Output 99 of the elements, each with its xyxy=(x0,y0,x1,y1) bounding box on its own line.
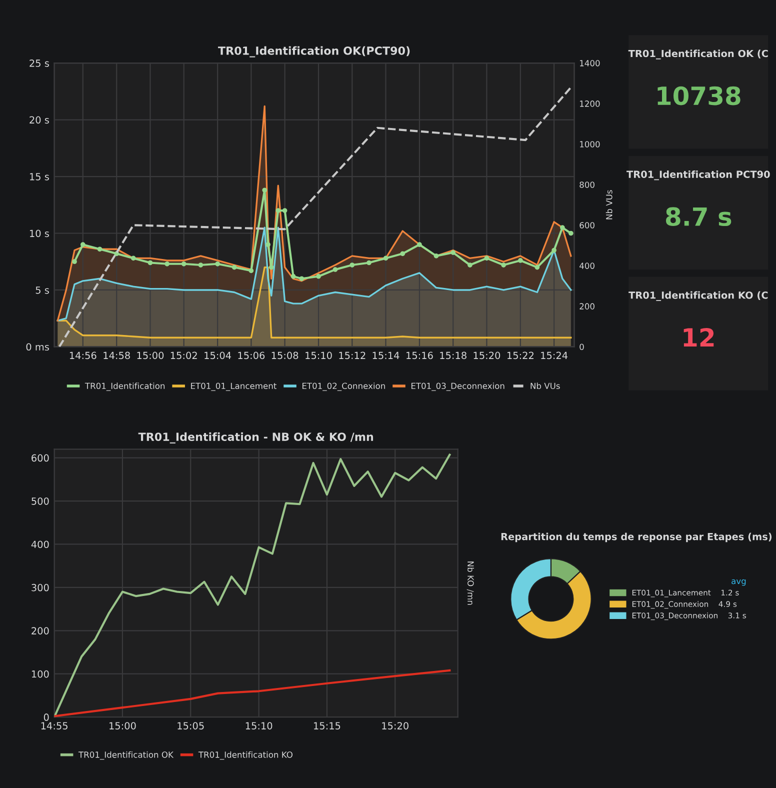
x-tick-label: 15:08 xyxy=(272,352,298,360)
point xyxy=(534,264,540,270)
y-tick-label: 10 s xyxy=(30,230,49,238)
point xyxy=(130,256,136,261)
x-tick-label: 14:58 xyxy=(104,352,130,360)
point xyxy=(501,262,506,268)
y-tick-label: 25 s xyxy=(30,60,49,67)
point xyxy=(568,230,574,236)
x-tick-label: 15:05 xyxy=(178,722,204,730)
x-tick-label: 15:10 xyxy=(246,722,272,730)
legend-label: ET01_03_Deconnexion xyxy=(411,382,504,391)
point xyxy=(560,225,565,230)
y-tick-label: 400 xyxy=(31,540,49,548)
text: TR01_Identification PCT90 xyxy=(626,170,770,180)
point xyxy=(266,242,270,248)
x-tick-label: 15:12 xyxy=(339,352,366,360)
point xyxy=(552,248,556,253)
legend-label: ET01_01_Lancement xyxy=(191,382,276,391)
y2-tick-label: 600 xyxy=(580,222,594,228)
y2-tick-label: 400 xyxy=(580,262,594,269)
x-tick-label: 15:00 xyxy=(110,722,136,730)
x-tick-label: 15:00 xyxy=(137,352,164,360)
y-tick-label: 100 xyxy=(32,670,49,678)
point xyxy=(332,267,338,272)
point xyxy=(148,260,153,266)
x-tick-label: 15:14 xyxy=(372,352,400,360)
legend-label: Nb VUs xyxy=(530,382,560,390)
point xyxy=(468,262,472,268)
legend-label: TR01_Identification xyxy=(84,382,165,391)
point xyxy=(97,246,102,252)
legend-title: avg xyxy=(732,579,746,586)
y-tick-label: 300 xyxy=(32,584,49,592)
x-tick-label: 15:02 xyxy=(170,352,197,360)
y2-tick-label: 0 xyxy=(580,344,584,350)
chart-title: Repartition du temps de reponse par Etapes (ms) xyxy=(501,532,772,542)
point xyxy=(299,276,304,282)
x-tick-label: 15:04 xyxy=(204,352,232,360)
text: 8.7 s xyxy=(666,207,732,226)
legend-label: ET01_02_Connexion xyxy=(302,382,385,391)
point xyxy=(400,251,406,256)
x-tick-label: 15:20 xyxy=(474,352,500,360)
point xyxy=(215,261,220,266)
x-tick-label: 15:15 xyxy=(314,722,340,730)
y2-tick-label: 1200 xyxy=(580,100,600,107)
line-series xyxy=(54,454,451,718)
point xyxy=(268,264,274,270)
point xyxy=(181,261,186,266)
y-tick-label: 600 xyxy=(32,454,49,462)
point xyxy=(350,262,355,268)
point xyxy=(316,274,321,279)
point xyxy=(484,256,490,261)
point xyxy=(72,259,77,264)
legend-label: TR01_Identification OK xyxy=(78,751,174,760)
y-tick-label: 0 ms xyxy=(26,343,49,351)
point xyxy=(164,261,170,266)
y2-tick-label: 1400 xyxy=(580,60,600,66)
text: TR01_Identification KO (C xyxy=(628,291,768,301)
point xyxy=(434,254,439,258)
y2-tick-label: 200 xyxy=(580,303,594,310)
point xyxy=(198,262,204,268)
point xyxy=(262,188,268,193)
point xyxy=(282,208,288,213)
y-tick-label: 20 s xyxy=(30,116,49,124)
text: 12 xyxy=(684,328,714,347)
y-tick-label: 200 xyxy=(32,627,49,634)
point xyxy=(290,274,296,279)
x-tick-label: 15:10 xyxy=(306,352,332,360)
x-tick-label: 15:20 xyxy=(382,722,408,730)
y-tick-label: 5 s xyxy=(36,286,49,294)
point xyxy=(383,256,388,261)
y-tick-label: 15 s xyxy=(30,173,49,180)
x-tick-label: 15:24 xyxy=(541,352,568,360)
text: TR01_Identification OK (C xyxy=(628,50,768,60)
y-tick-label: 500 xyxy=(32,497,49,505)
point xyxy=(114,251,120,256)
point xyxy=(232,264,237,270)
chart-title: TR01_Identification - NB OK & KO /mn xyxy=(138,432,374,444)
legend-label: TR01_Identification KO xyxy=(198,751,292,760)
x-tick-label: 15:06 xyxy=(238,352,265,360)
y2-axis-title: Nb KO /mn xyxy=(466,562,474,605)
y2-axis-title: Nb VUs xyxy=(606,190,612,220)
x-tick-label: 15:18 xyxy=(440,352,466,360)
y2-tick-label: 800 xyxy=(580,182,594,188)
point xyxy=(276,208,281,213)
text: 10738 xyxy=(658,86,740,106)
y2-tick-label: 1000 xyxy=(580,141,600,148)
point xyxy=(417,242,422,248)
y-tick-label: 0 xyxy=(44,714,49,721)
point xyxy=(366,260,372,266)
x-tick-label: 15:22 xyxy=(507,352,534,360)
point xyxy=(518,258,523,263)
point xyxy=(450,250,456,255)
point xyxy=(248,268,254,274)
x-tick-label: 14:56 xyxy=(70,352,96,360)
x-tick-label: 14:55 xyxy=(41,722,68,730)
line-series xyxy=(54,669,451,718)
point xyxy=(80,242,86,248)
chart-title: TR01_Identification OK(PCT90) xyxy=(218,46,410,58)
x-tick-label: 15:16 xyxy=(406,352,433,360)
